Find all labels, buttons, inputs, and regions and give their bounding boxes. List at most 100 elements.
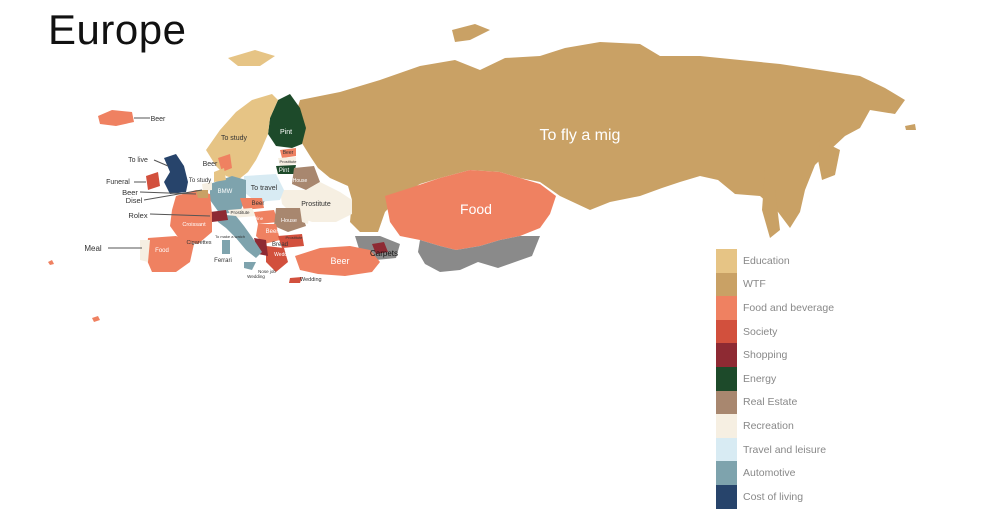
legend-label: WTF bbox=[743, 278, 766, 291]
label-monaco: Cigarettes bbox=[186, 240, 211, 246]
legend-item: Travel and leisure bbox=[716, 437, 834, 462]
region-czech[interactable] bbox=[240, 198, 264, 210]
label-estonia: Prostitute bbox=[280, 159, 298, 164]
region-italy[interactable] bbox=[216, 214, 262, 258]
label-ireland: Funeral bbox=[106, 179, 130, 186]
region-kazakhstan[interactable] bbox=[385, 170, 556, 250]
region-estonia[interactable] bbox=[280, 148, 296, 158]
legend-item: Recreation bbox=[716, 414, 834, 438]
label-moldova: Prostitute bbox=[286, 235, 304, 240]
region-azores bbox=[48, 260, 54, 265]
region-france[interactable] bbox=[170, 190, 212, 244]
legend-label: Energy bbox=[743, 372, 777, 385]
label-latvia: Beer bbox=[283, 150, 294, 156]
label-portugal: Meal bbox=[84, 244, 102, 253]
legend-item: Cost of living bbox=[716, 484, 834, 509]
legend-item: Shopping bbox=[716, 343, 834, 367]
legend-swatch bbox=[716, 390, 737, 415]
region-greece[interactable] bbox=[266, 246, 288, 272]
label-serbia: Beer bbox=[266, 229, 279, 235]
region-netherlands[interactable] bbox=[202, 182, 212, 191]
label-kazakhstan: Food bbox=[460, 201, 492, 217]
label-cyprus: Wedding bbox=[300, 277, 322, 283]
region-cyprus[interactable] bbox=[289, 277, 302, 283]
legend-swatch bbox=[716, 366, 737, 391]
legend-item: Society bbox=[716, 319, 834, 344]
label-uk-callout: To live bbox=[128, 157, 148, 164]
region-denmark[interactable] bbox=[214, 168, 226, 182]
region-moldova[interactable] bbox=[300, 208, 310, 224]
region-novaya-zemlya bbox=[452, 24, 490, 42]
label-bulgaria: Bread bbox=[272, 242, 288, 248]
legend-swatch bbox=[716, 414, 737, 438]
label-czech: Beer bbox=[252, 201, 265, 207]
label-romania: House bbox=[281, 218, 297, 224]
legend-swatch bbox=[716, 343, 737, 367]
region-lithuania[interactable] bbox=[276, 165, 296, 174]
region-austria[interactable] bbox=[228, 208, 256, 218]
legend-label: Travel and leisure bbox=[743, 443, 827, 456]
legend-swatch bbox=[716, 272, 737, 297]
legend-label: Cost of living bbox=[743, 490, 804, 503]
legend-item: Automotive bbox=[716, 461, 834, 485]
label-slovenia: To make a watch bbox=[215, 234, 245, 239]
legend-swatch bbox=[716, 296, 737, 320]
legend-label: Shopping bbox=[743, 349, 788, 362]
legend-swatch bbox=[716, 437, 737, 462]
region-islands-e bbox=[905, 124, 916, 130]
region-belgium[interactable] bbox=[196, 190, 208, 198]
region-hungary[interactable] bbox=[254, 210, 278, 224]
legend-label: Food and beverage bbox=[743, 301, 835, 314]
region-finland[interactable] bbox=[268, 94, 306, 148]
label-france: Croissant bbox=[182, 222, 206, 228]
legend-label: Recreation bbox=[743, 419, 794, 432]
label-switzerland: Rolex bbox=[128, 211, 147, 220]
region-belarus[interactable] bbox=[292, 166, 320, 190]
region-bulgaria[interactable] bbox=[278, 234, 304, 248]
region-germany[interactable] bbox=[210, 176, 246, 214]
label-austria: Prostitute bbox=[230, 210, 250, 215]
region-sicily bbox=[244, 262, 256, 270]
label-germany: BMW bbox=[218, 189, 233, 195]
label-macedonia: Wedding bbox=[274, 252, 294, 258]
region-latvia[interactable] bbox=[278, 157, 296, 166]
page-title: Europe bbox=[48, 6, 187, 53]
region-portugal[interactable] bbox=[140, 240, 150, 262]
legend-label: Society bbox=[743, 325, 778, 338]
region-sardinia bbox=[222, 240, 230, 254]
region-georgia[interactable] bbox=[372, 242, 388, 254]
region-iceland[interactable] bbox=[98, 110, 134, 126]
region-switzerland[interactable] bbox=[210, 210, 228, 222]
region-russia[interactable] bbox=[294, 42, 905, 232]
region-norway-red[interactable] bbox=[218, 154, 232, 172]
region-uk[interactable] bbox=[164, 154, 188, 194]
label-georgia: Carpets bbox=[370, 249, 398, 258]
region-serbia[interactable] bbox=[256, 224, 280, 244]
legend-swatch bbox=[716, 319, 737, 344]
region-ireland[interactable] bbox=[146, 172, 160, 190]
legend-item: Food and beverage bbox=[716, 296, 834, 320]
region-romania[interactable] bbox=[274, 208, 306, 232]
label-sweden: To study bbox=[221, 135, 248, 142]
label-norway: Beer bbox=[203, 161, 218, 168]
label-ukraine: Prostitute bbox=[301, 201, 331, 208]
region-sakhalin bbox=[762, 170, 780, 238]
legend-swatch bbox=[716, 461, 737, 485]
label-lithuania: Pint bbox=[279, 168, 290, 174]
label-belarus: House bbox=[293, 178, 308, 184]
label-belgium: Beer bbox=[122, 188, 138, 197]
region-turkey[interactable] bbox=[295, 246, 380, 276]
label-iceland: Beer bbox=[151, 116, 166, 123]
label-russia: To fly a mig bbox=[540, 127, 621, 144]
legend-item: WTF bbox=[716, 272, 834, 297]
legend: Education WTF Food and beverage Society … bbox=[716, 249, 834, 509]
region-canary bbox=[92, 316, 100, 322]
legend-label: Education bbox=[743, 254, 790, 267]
region-poland[interactable] bbox=[244, 174, 284, 202]
legend-label: Real Estate bbox=[743, 396, 798, 409]
label-italy-small: Wedding bbox=[247, 274, 265, 279]
region-spain[interactable] bbox=[146, 236, 194, 272]
label-italy: Ferrari bbox=[214, 258, 232, 264]
legend-item: Energy bbox=[716, 366, 834, 391]
